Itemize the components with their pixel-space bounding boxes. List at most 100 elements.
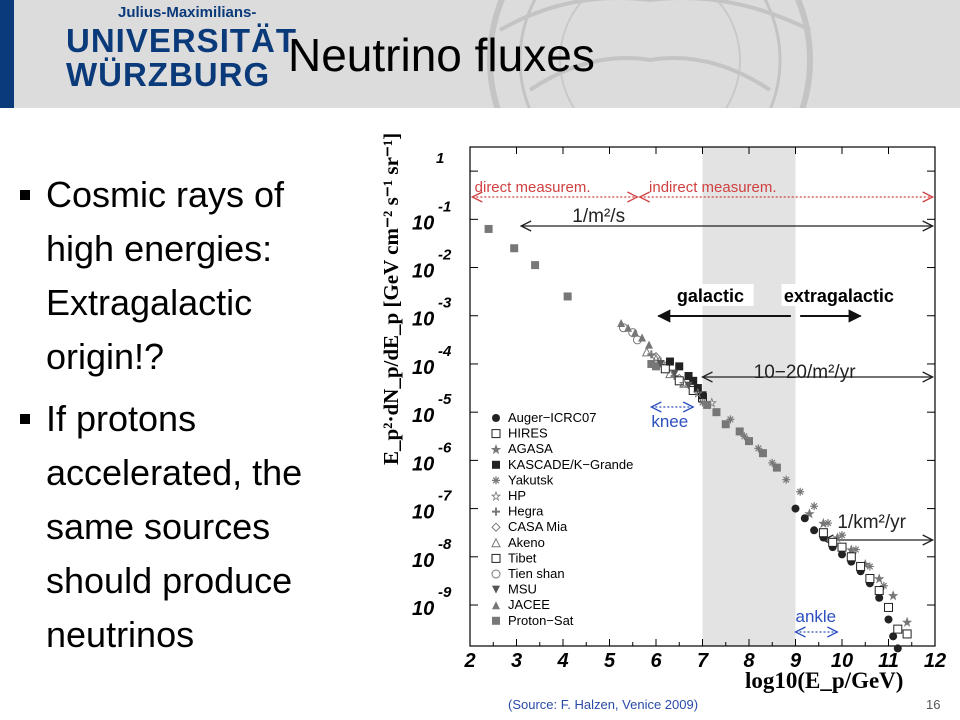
rate3-arrow-head-right [922, 534, 935, 546]
data-point [865, 562, 874, 571]
data-point [893, 644, 902, 653]
x-tick-label: 4 [556, 650, 568, 672]
x-tick-label: 10 [831, 650, 853, 672]
bullet-square-icon [20, 190, 30, 200]
legend-entry: AGASA [508, 441, 553, 456]
legend-marker [490, 444, 502, 455]
logo-line-2: UNIVERSITÄT [66, 22, 298, 59]
data-point [703, 400, 712, 409]
data-point [670, 369, 679, 378]
data-point [617, 318, 626, 327]
y-tick-label-base: 10 [412, 357, 434, 379]
x-tick-label: 12 [924, 650, 946, 672]
data-point [796, 487, 805, 496]
y-tick-label-base: 10 [412, 261, 434, 283]
legend-entry: Tien shan [508, 566, 565, 581]
legend-marker [491, 429, 501, 439]
galactic-label: galactic [677, 286, 744, 306]
x-axis-label: log10(E_p/GeV) [745, 668, 903, 693]
data-point [782, 475, 791, 484]
y-tick-label-exponent: -1 [438, 198, 451, 215]
legend-entry: CASA Mia [508, 519, 568, 534]
source-citation: (Source: F. Halzen, Venice 2009) [508, 697, 699, 712]
data-point [721, 420, 730, 429]
x-tick-label: 3 [511, 650, 522, 672]
data-point [745, 437, 753, 446]
data-point [818, 517, 829, 529]
knee-marker-head-left [649, 401, 662, 413]
legend-marker [492, 476, 500, 485]
data-point [531, 261, 540, 270]
data-point [893, 624, 903, 634]
bullet-text: Cosmic rays of high energies: Extragalac… [46, 174, 285, 377]
y-axis-label: E_p²·dN_p/dE_p [GeV cm⁻² s⁻¹ sr⁻¹] [379, 133, 403, 465]
legend-entry: Tibet [508, 550, 537, 565]
data-point [618, 323, 628, 333]
data-point [865, 574, 875, 584]
ankle-marker-head-right [827, 626, 839, 638]
data-point [874, 586, 884, 596]
y-tick-label-exponent: -8 [438, 536, 452, 553]
data-point [810, 526, 819, 535]
data-point [902, 629, 912, 639]
legend-entry: JACEE [508, 597, 550, 612]
data-point [889, 632, 898, 641]
x-tick-label: 2 [463, 650, 475, 672]
ankle-marker-head-left [794, 626, 806, 638]
direct-measurement-arrow-head-left [470, 191, 483, 203]
rate1-label: 1/m²/s [572, 206, 625, 227]
data-point [660, 364, 670, 374]
extragalactic-label-bg [781, 284, 933, 306]
legend-entry: MSU [508, 582, 537, 597]
data-point [804, 508, 815, 519]
data-point [631, 328, 640, 337]
data-point [884, 602, 893, 612]
legend-marker [492, 460, 500, 469]
bullet-text: If protons accelerated, the same sources… [46, 398, 303, 655]
data-point [874, 573, 885, 584]
x-tick-label: 11 [878, 650, 899, 672]
x-tick-label: 5 [604, 650, 616, 672]
data-point [888, 590, 899, 601]
data-point [651, 352, 661, 362]
data-point [638, 333, 647, 342]
y-tick-label-exponent: -9 [438, 584, 452, 601]
data-point [647, 359, 656, 368]
legend-entry: Hegra [508, 504, 544, 519]
data-point [510, 244, 519, 253]
legend-entry: HIRES [508, 426, 548, 441]
data-point [689, 376, 698, 385]
y-tick-label-base: 10 [412, 453, 434, 475]
data-point [884, 615, 893, 624]
page-title: Neutrino fluxes [288, 29, 595, 81]
galactic-arrow-head [657, 309, 671, 323]
data-point [624, 323, 633, 332]
data-point [698, 398, 707, 407]
legend-marker [491, 537, 501, 548]
university-seal-watermark [487, 0, 813, 108]
knee-marker-head-right [682, 401, 695, 413]
legend-entry: Proton−Sat [508, 613, 574, 628]
university-logo: Julius-Maximilians- UNIVERSITÄT WÜRZBURG [0, 0, 296, 108]
rate3-label: 1/km²/yr [837, 512, 906, 533]
data-point [698, 391, 707, 400]
data-point [824, 519, 833, 528]
data-point [684, 372, 693, 381]
legend-entry: HP [508, 488, 526, 503]
extragalactic-arrow-head [848, 309, 862, 323]
data-point [800, 514, 809, 523]
data-point [726, 415, 735, 424]
data-point [684, 381, 693, 390]
rate2-arrow-head-right [922, 371, 935, 383]
data-point [828, 537, 838, 547]
y-tick-label-base: 10 [412, 309, 434, 331]
y-tick-label-exponent: -2 [438, 247, 452, 264]
y-tick-label-exponent: 1 [436, 150, 444, 167]
data-point [768, 458, 777, 467]
data-point [837, 542, 847, 552]
bullet-square-icon [20, 414, 30, 424]
direct-measurement-label: direct measurem. [475, 179, 591, 196]
data-point [641, 346, 652, 357]
legend-marker [492, 601, 500, 610]
data-point [791, 504, 800, 513]
